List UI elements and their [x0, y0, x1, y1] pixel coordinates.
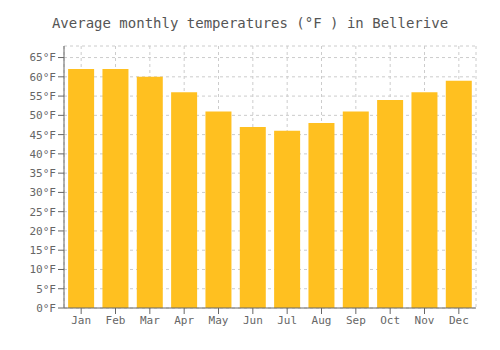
svg-text:Aug: Aug [312, 314, 332, 327]
svg-text:Jan: Jan [71, 314, 91, 327]
svg-text:May: May [209, 314, 229, 327]
svg-text:45°F: 45°F [30, 129, 57, 142]
svg-text:Mar: Mar [140, 314, 160, 327]
svg-text:Dec: Dec [449, 314, 469, 327]
svg-text:55°F: 55°F [30, 90, 57, 103]
svg-text:0°F: 0°F [36, 302, 56, 315]
svg-text:Apr: Apr [174, 314, 194, 327]
svg-text:Feb: Feb [106, 314, 126, 327]
svg-text:25°F: 25°F [30, 206, 57, 219]
svg-text:5°F: 5°F [36, 283, 56, 296]
svg-text:60°F: 60°F [30, 71, 57, 84]
svg-text:Oct: Oct [380, 314, 400, 327]
svg-text:Jul: Jul [277, 314, 297, 327]
svg-text:35°F: 35°F [30, 167, 57, 180]
svg-text:15°F: 15°F [30, 244, 57, 257]
svg-text:30°F: 30°F [30, 186, 57, 199]
svg-text:Nov: Nov [415, 314, 435, 327]
html-text:Average monthly temperatures (: Average monthly temperatures (°F ) in Be… [51, 15, 449, 31]
svg-text:50°F: 50°F [30, 109, 57, 122]
svg-text:Sep: Sep [346, 314, 366, 327]
svg-text:40°F: 40°F [30, 148, 57, 161]
svg-text:10°F: 10°F [30, 263, 57, 276]
svg-text:65°F: 65°F [30, 51, 57, 64]
svg-text:Jun: Jun [243, 314, 263, 327]
svg-text:20°F: 20°F [30, 225, 57, 238]
